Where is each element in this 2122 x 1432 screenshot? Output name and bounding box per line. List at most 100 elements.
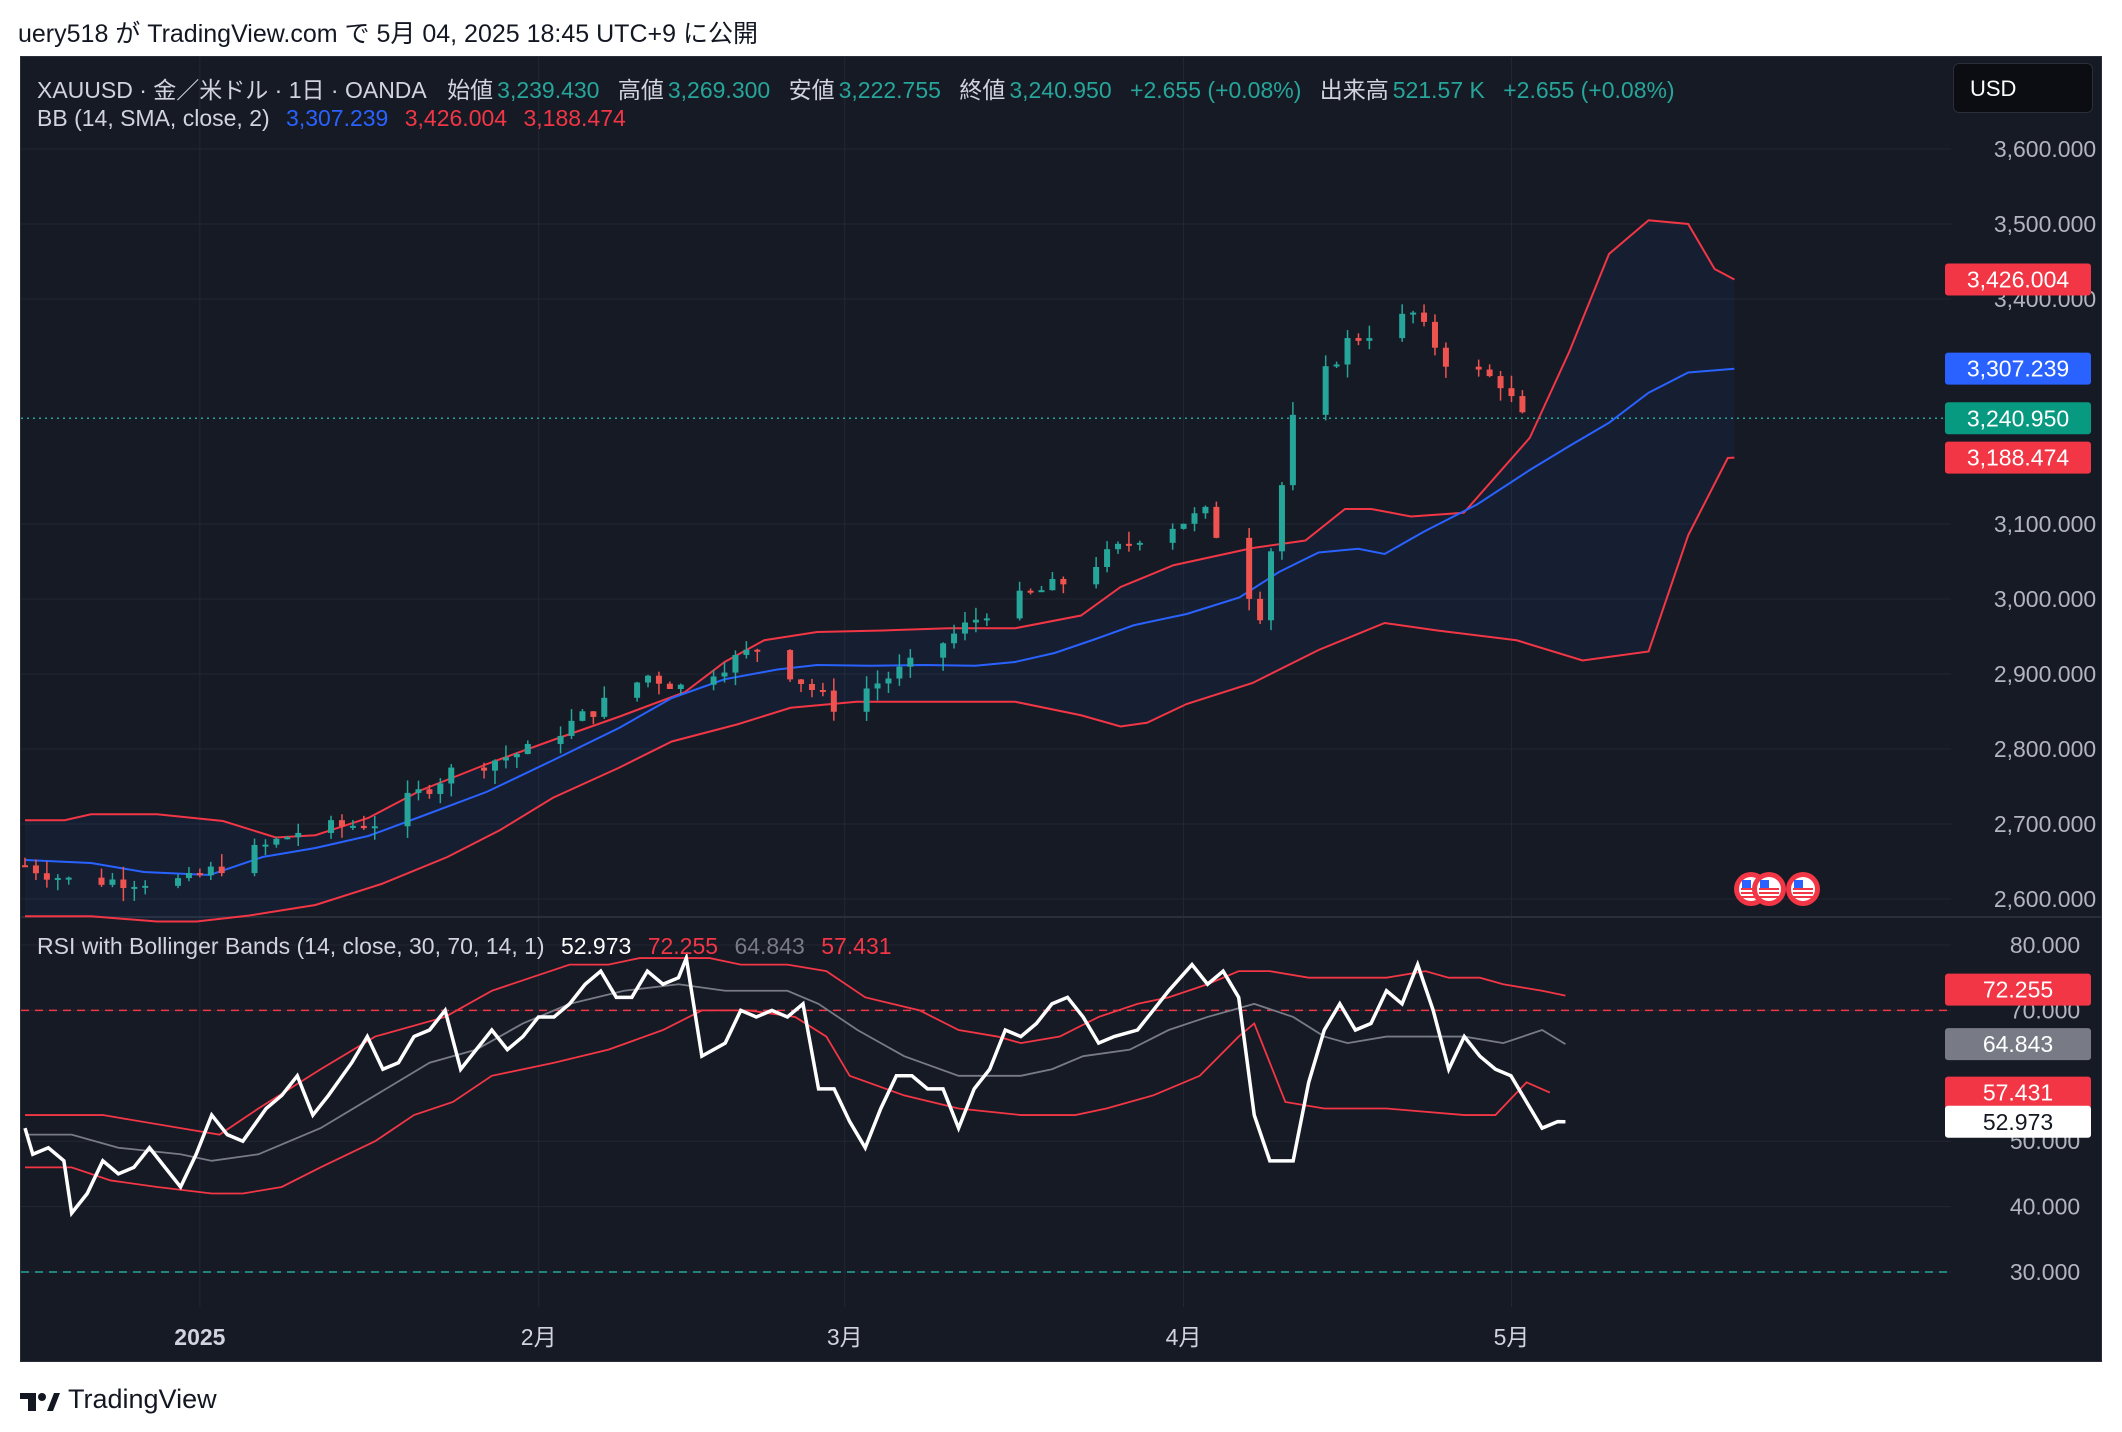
volume-value: 521.57 K bbox=[1392, 77, 1485, 103]
candle-body bbox=[426, 789, 433, 794]
candle-body bbox=[1213, 506, 1220, 538]
candle-body bbox=[819, 689, 826, 692]
bb-upper-value: 3,426.004 bbox=[404, 105, 508, 131]
chart-canvas[interactable]: 3,600.0003,500.0003,400.0003,100.0003,00… bbox=[21, 57, 2101, 1361]
candle-body bbox=[601, 697, 608, 717]
candle-body bbox=[568, 720, 575, 736]
time-tick-label: 5月 bbox=[1494, 1324, 1530, 1350]
candle-body bbox=[579, 711, 586, 721]
candle-body bbox=[634, 682, 641, 698]
candle-body bbox=[754, 649, 761, 652]
change2-value: +2.655 (+0.08%) bbox=[1503, 77, 1675, 103]
candle-body bbox=[1410, 312, 1417, 315]
candle-body bbox=[43, 873, 50, 880]
rsi-lower-tag: 57.431 bbox=[1945, 1076, 2091, 1109]
last-price-tag: 3,240.950 bbox=[1945, 402, 2091, 435]
symbol-title[interactable]: XAUUSD · 金／米ドル · 1日 · OANDA bbox=[37, 77, 427, 103]
rsi-tick-label: 30.000 bbox=[2010, 1259, 2080, 1285]
candle-body bbox=[284, 837, 291, 840]
bb-upper-tag: 3,426.004 bbox=[1945, 263, 2091, 296]
bb-lower-tag: 3,188.474 bbox=[1945, 441, 2091, 474]
footer-brand[interactable]: TradingView bbox=[20, 1384, 217, 1415]
rsi-upper-tag: 72.255 bbox=[1945, 973, 2091, 1006]
candle-body bbox=[808, 683, 815, 690]
candle-body bbox=[710, 676, 717, 685]
price-tick-label: 2,800.000 bbox=[1994, 736, 2096, 762]
candle-body bbox=[273, 838, 280, 845]
flag-stripe bbox=[1793, 892, 1813, 894]
rsi-basis-line bbox=[25, 983, 1566, 1162]
candle-body bbox=[896, 666, 903, 679]
bb-legend[interactable]: BB (14, SMA, close, 2) 3,307.239 3,426.0… bbox=[37, 105, 630, 132]
bb-lower-value: 3,188.474 bbox=[523, 105, 626, 131]
rsi-lower-tag-bg bbox=[1945, 1076, 2091, 1109]
volume-label: 出来高 bbox=[1319, 77, 1389, 103]
rsi-tick-label: 80.000 bbox=[2010, 932, 2080, 958]
candle-body bbox=[218, 866, 225, 874]
candle-body bbox=[1475, 366, 1482, 370]
candle-body bbox=[655, 675, 662, 684]
candle-body bbox=[54, 877, 61, 880]
candle-body bbox=[1333, 364, 1340, 367]
flag-stripe bbox=[1793, 888, 1813, 890]
price-tick-label: 3,500.000 bbox=[1994, 211, 2096, 237]
last-price-tag-text: 3,240.950 bbox=[1967, 405, 2069, 431]
candle-body bbox=[743, 649, 750, 655]
last-price-tag-bg bbox=[1945, 402, 2091, 435]
candle-body bbox=[1180, 523, 1187, 529]
candle-body bbox=[22, 865, 28, 868]
candle-body bbox=[513, 754, 520, 758]
price-tick-label: 2,600.000 bbox=[1994, 886, 2096, 912]
high-value: 3,269.300 bbox=[667, 77, 771, 103]
candle-body bbox=[1278, 485, 1285, 552]
tradingview-logo-icon bbox=[20, 1389, 60, 1411]
candle-body bbox=[940, 643, 947, 658]
flag-canton bbox=[1794, 880, 1803, 888]
bb-fill bbox=[25, 220, 1735, 922]
time-tick-label: 2月 bbox=[521, 1324, 557, 1350]
price-legend: XAUUSD · 金／米ドル · 1日 · OANDA 始値 3,239.430 … bbox=[37, 71, 1679, 105]
candle-body bbox=[863, 688, 870, 712]
bb-upper-line bbox=[25, 219, 1735, 839]
low-label: 安値 bbox=[788, 77, 835, 103]
low-value: 3,222.755 bbox=[838, 77, 941, 103]
chart-container[interactable]: 3,600.000 3,500.000 3,400.000 3,100.000 3,00… bbox=[20, 56, 2102, 1362]
candle-body bbox=[1399, 313, 1406, 339]
candle-body bbox=[1431, 321, 1438, 348]
rsi-value-tag: 52.973 bbox=[1945, 1105, 2091, 1138]
candle-body bbox=[295, 832, 302, 838]
rsi-label: RSI with Bollinger Bands (14, close, 30,… bbox=[37, 933, 545, 959]
time-tick-label: 4月 bbox=[1166, 1324, 1202, 1350]
candle-body bbox=[1289, 414, 1296, 486]
candle-body bbox=[360, 825, 367, 829]
candle-body bbox=[1355, 338, 1362, 341]
candle-body bbox=[1191, 513, 1198, 524]
candle-body bbox=[1257, 598, 1264, 621]
candle-body bbox=[262, 844, 269, 847]
candle-body bbox=[1169, 528, 1176, 543]
candle-body bbox=[1115, 543, 1121, 550]
candle-body bbox=[502, 757, 509, 761]
rsi-value-tag-text: 52.973 bbox=[1983, 1109, 2053, 1135]
close-label: 終値 bbox=[959, 77, 1006, 103]
candle-body bbox=[1519, 396, 1526, 413]
rsi-legend[interactable]: RSI with Bollinger Bands (14, close, 30,… bbox=[37, 933, 896, 960]
candle-body bbox=[1104, 549, 1111, 567]
candle-body bbox=[1421, 312, 1428, 322]
rsi-lower-tag-text: 57.431 bbox=[1983, 1080, 2053, 1106]
candle-body bbox=[1202, 506, 1209, 514]
candle-body bbox=[1344, 338, 1351, 365]
candle-body bbox=[1246, 537, 1253, 599]
price-tick-label: 3,000.000 bbox=[1994, 586, 2096, 612]
candle-body bbox=[1060, 578, 1067, 585]
candle-body bbox=[1027, 590, 1034, 593]
currency-button[interactable]: USD bbox=[1953, 63, 2093, 113]
candle-body bbox=[251, 844, 258, 874]
candle-body bbox=[65, 877, 72, 880]
candle-body bbox=[120, 879, 127, 889]
price-tick-label: 2,900.000 bbox=[1994, 661, 2096, 687]
rsi-upper-value: 72.255 bbox=[647, 933, 719, 959]
candle-body bbox=[1268, 551, 1275, 621]
candle-body bbox=[721, 672, 728, 677]
candle-body bbox=[798, 679, 805, 684]
